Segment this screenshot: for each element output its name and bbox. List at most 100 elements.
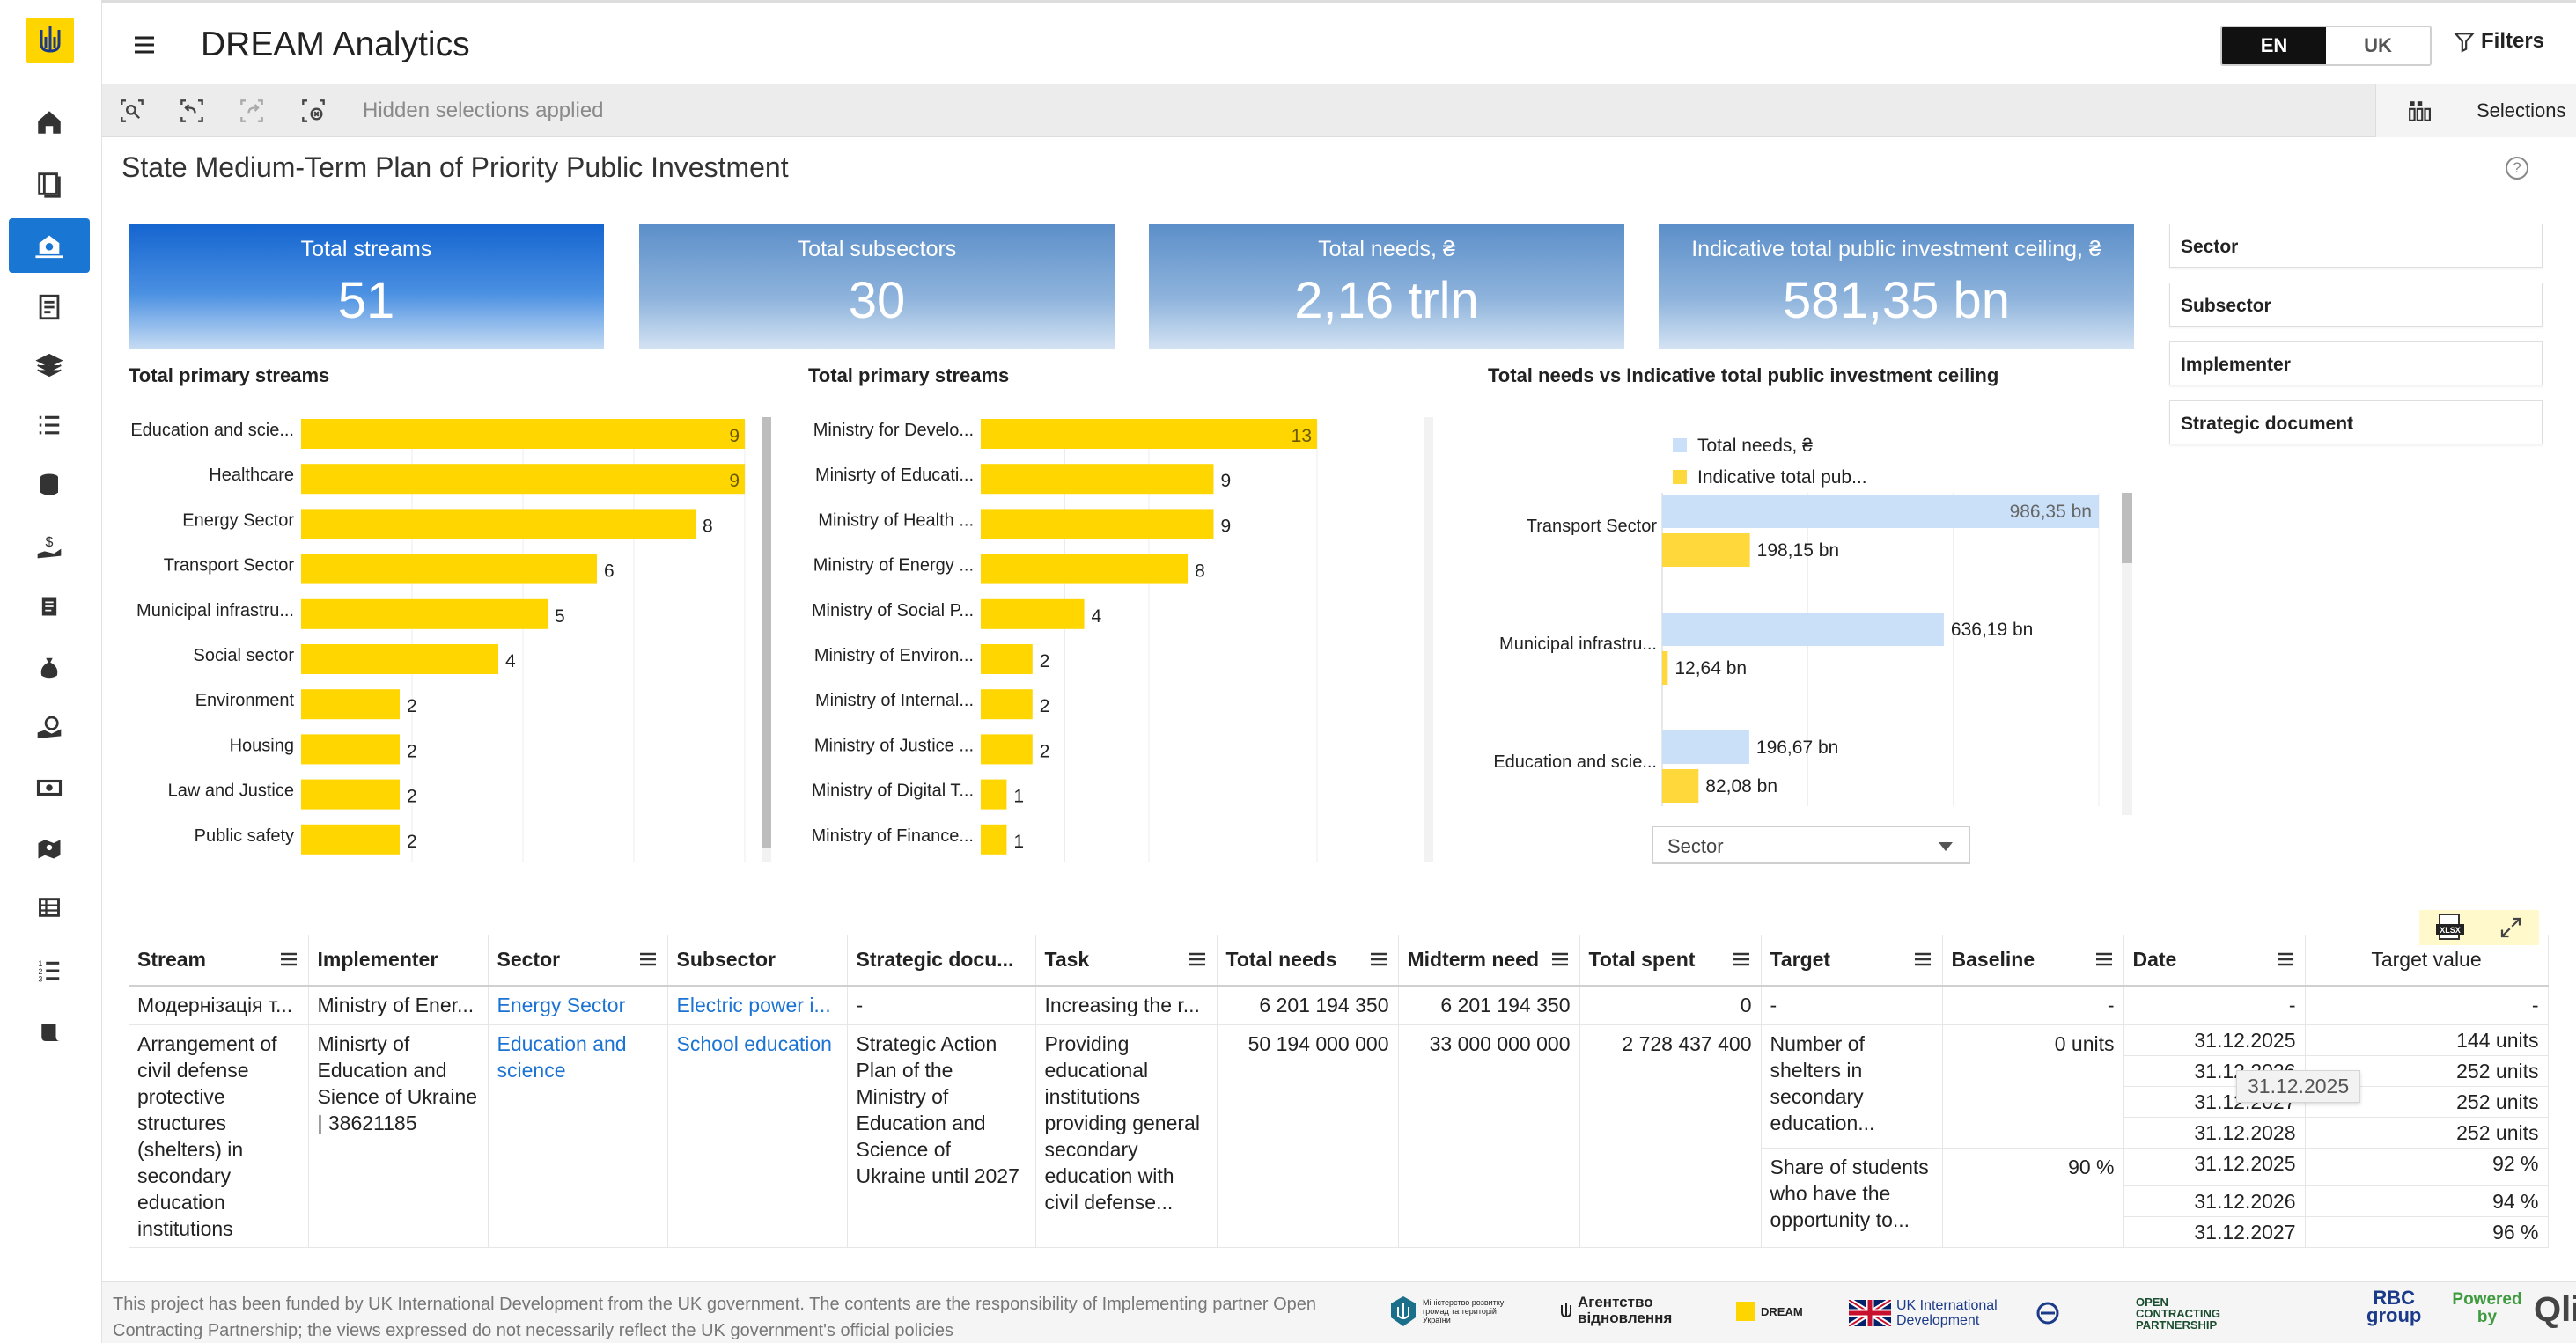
column-menu-icon[interactable]: [2095, 952, 2113, 966]
table-subrow[interactable]: Share of students who have the opportuni…: [129, 1148, 2549, 1248]
nav-home[interactable]: [9, 95, 90, 150]
col-header-target[interactable]: Target: [1761, 935, 1943, 987]
cell-midterm-need: 33 000 000 000: [1398, 1024, 1580, 1248]
col-header-total-needs[interactable]: Total needs: [1217, 935, 1399, 987]
col-header-total-spent[interactable]: Total spent: [1579, 935, 1762, 987]
partner-qlik[interactable]: Qlik: [2534, 1292, 2576, 1327]
nav-list[interactable]: [9, 398, 90, 452]
nav-documents[interactable]: [9, 579, 90, 634]
table-header-row: Stream Implementer Sector Subsector Stra…: [129, 935, 2549, 987]
top-bar: DREAM Analytics EN UK Filters: [102, 0, 2576, 84]
bar: [981, 779, 1007, 810]
bar: [301, 779, 400, 810]
col-header-label: Strategic docu...: [856, 948, 1014, 971]
uk-flag-icon: [1849, 1300, 1891, 1326]
bar: [981, 824, 1007, 855]
column-menu-icon[interactable]: [639, 952, 657, 966]
data-label: 196,67 bn: [1756, 738, 1838, 758]
chart-implementer-streams[interactable]: Ministry for Develo... 13 Minisrty of Educ…: [808, 405, 1442, 862]
kpi-label: Total streams: [300, 237, 432, 261]
col-header-subsector[interactable]: Subsector: [667, 935, 848, 987]
col-header-implementer[interactable]: Implementer: [308, 935, 489, 987]
partner-ocp[interactable]: OPEN CONTRACTING PARTNERSHIP: [2136, 1295, 2221, 1332]
table-subrow[interactable]: 31.12.2028 252 units: [129, 1117, 2549, 1149]
bar: [301, 509, 696, 539]
nav-database[interactable]: [9, 458, 90, 512]
lang-en-button[interactable]: EN: [2222, 27, 2326, 64]
col-header-label: Task: [1044, 948, 1090, 971]
nav-projects[interactable]: [9, 280, 90, 334]
col-header-label: Total spent: [1588, 948, 1696, 971]
nav-finance[interactable]: $: [9, 519, 90, 574]
step-forward-button[interactable]: [236, 95, 268, 127]
xlsx-export-icon[interactable]: XLSX: [2434, 913, 2468, 943]
nav-budget[interactable]: [9, 641, 90, 695]
column-menu-icon[interactable]: [1733, 952, 1750, 966]
nav-scroll[interactable]: [9, 1005, 90, 1060]
chart-needs-vs-ceiling[interactable]: Total needs, ₴ Indicative total pub... Tra…: [1488, 414, 2139, 818]
column-menu-icon[interactable]: [1189, 952, 1206, 966]
filter-strategic-document[interactable]: Strategic document: [2169, 400, 2543, 444]
nav-payments[interactable]: [9, 760, 90, 815]
col-header-sector[interactable]: Sector: [488, 935, 668, 987]
partner-ministry[interactable]: Міністерство розвитку громад та територі…: [1389, 1295, 1539, 1328]
col-header-task[interactable]: Task: [1035, 935, 1218, 987]
cell-total-spent: 0: [1579, 986, 1762, 1025]
help-icon[interactable]: ?: [2506, 157, 2528, 180]
coat-of-arms-logo[interactable]: [26, 18, 74, 63]
table-row[interactable]: Arrangement of civil defense protective …: [129, 1024, 2549, 1248]
cell-task: Providing educational institutions provi…: [1035, 1024, 1218, 1248]
step-back-button[interactable]: [176, 95, 208, 127]
chart-sector-streams[interactable]: Education and scie... 9 Healthcare 9 Energy …: [129, 405, 780, 862]
table-subrow[interactable]: 31.12.2026 94 %: [129, 1185, 2549, 1217]
partner-uk-international-development[interactable]: UK International Development: [1849, 1298, 2002, 1328]
filter-implementer[interactable]: Implementer: [2169, 341, 2543, 385]
lang-uk-button[interactable]: UK: [2326, 27, 2430, 64]
hamburger-menu-button[interactable]: [129, 29, 160, 61]
nav-catalog[interactable]: [9, 157, 90, 211]
data-label: 5: [555, 606, 565, 627]
expand-icon[interactable]: [2498, 914, 2524, 941]
nav-donors[interactable]: [9, 701, 90, 755]
table-subrow[interactable]: 31.12.2027 96 %: [129, 1216, 2549, 1248]
col-header-stream[interactable]: Stream: [129, 935, 309, 987]
partner-rbc[interactable]: RBC group: [2366, 1287, 2422, 1326]
data-label: 4: [505, 651, 516, 672]
kpi-value: 2,16 trln: [1294, 272, 1479, 329]
col-header-strategic-document[interactable]: Strategic docu...: [847, 935, 1036, 987]
smart-search-button[interactable]: [116, 95, 148, 127]
partner-eu-icon[interactable]: [2035, 1300, 2092, 1326]
column-menu-icon[interactable]: [1914, 952, 1932, 966]
filter-sector[interactable]: Sector: [2169, 224, 2543, 268]
column-menu-icon[interactable]: [1370, 952, 1387, 966]
nav-investment-plan[interactable]: [9, 218, 90, 273]
cell-sector-link[interactable]: Education and science: [488, 1024, 668, 1248]
col-header-midterm-need[interactable]: Midterm need: [1398, 935, 1580, 987]
dimension-select[interactable]: Sector: [1652, 826, 1970, 864]
filter-subsector[interactable]: Subsector: [2169, 283, 2543, 327]
scrollbar-thumb: [2122, 493, 2132, 563]
partner-agency[interactable]: Агентство відновлення: [1560, 1295, 1674, 1326]
data-label: 2: [407, 741, 417, 761]
col-header-date[interactable]: Date: [2123, 935, 2306, 987]
table-row[interactable]: Модернізація т... Ministry of Ener... En…: [129, 986, 2549, 1025]
hidden-selections-text: Hidden selections applied: [363, 99, 604, 122]
column-menu-icon[interactable]: [2277, 952, 2294, 966]
cell-subsector-link[interactable]: School education: [667, 1024, 848, 1248]
nav-layers[interactable]: [9, 338, 90, 393]
col-header-target-value[interactable]: Target value: [2305, 935, 2549, 987]
partner-dream[interactable]: DREAM: [1736, 1302, 1803, 1321]
nav-map[interactable]: [9, 820, 90, 875]
cell-sector-link[interactable]: Energy Sector: [488, 986, 668, 1025]
filters-button[interactable]: Filters: [2453, 29, 2544, 54]
selections-tab[interactable]: Selections: [2375, 84, 2576, 137]
clear-selections-button[interactable]: [298, 95, 329, 127]
col-header-baseline[interactable]: Baseline: [1942, 935, 2124, 987]
clipboard-icon: [39, 294, 60, 320]
data-label: 2: [1040, 651, 1050, 672]
column-menu-icon[interactable]: [1551, 952, 1569, 966]
column-menu-icon[interactable]: [280, 952, 298, 966]
cell-subsector-link[interactable]: Electric power i...: [667, 986, 848, 1025]
nav-table[interactable]: [9, 880, 90, 935]
